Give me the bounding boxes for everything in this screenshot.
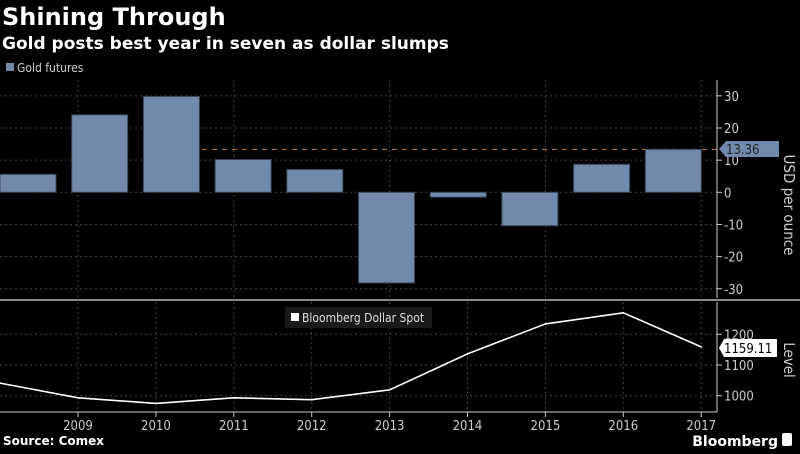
last-value-dollar: 1159.11 [724, 342, 772, 357]
legend-swatch-dollar [291, 313, 299, 321]
last-value-marker-gold: 13.36 [719, 141, 779, 158]
bar-2009 [71, 114, 129, 193]
y-tick-label: 10 [724, 154, 739, 169]
y-axis-title-bottom: Level [780, 342, 798, 378]
last-value-gold: 13.36 [726, 143, 759, 158]
last-value-marker-dollar: 1159.11 [719, 339, 777, 357]
bar-2017 [644, 148, 702, 193]
line-point-2017 [700, 346, 702, 348]
x-tick-label: 2011 [219, 419, 249, 434]
bar-2012 [286, 168, 344, 193]
bar-2014 [429, 191, 487, 198]
legend-dollar-spot: Bloomberg Dollar Spot [302, 311, 424, 325]
bar-2015 [501, 191, 559, 227]
legend-gold-futures: Gold futures [17, 61, 84, 75]
bloomberg-logo: Bloomberg [692, 434, 778, 450]
line-point-2015 [544, 323, 547, 325]
y-tick-label: 1100 [724, 359, 754, 374]
x-tick-label: 2017 [686, 419, 716, 434]
x-tick-label: 2015 [531, 419, 561, 434]
line-layer [0, 311, 702, 405]
y-tick-label: -10 [724, 218, 743, 233]
line-point-2011 [233, 397, 235, 399]
x-tick-label: 2009 [63, 419, 93, 434]
source-note: Source: Comex [3, 434, 104, 448]
line-point-2012 [310, 398, 313, 401]
x-tick-label: 2016 [608, 419, 638, 434]
y-tick-label: 20 [724, 122, 739, 137]
y-axis-title-top: USD per ounce [780, 155, 798, 256]
legend-swatch-gold [6, 63, 14, 71]
y-tick-label: -30 [724, 283, 743, 298]
bars [0, 95, 702, 284]
bar-2008 [0, 173, 57, 193]
bar-2013 [358, 191, 415, 284]
line-point-2014 [466, 353, 469, 355]
x-tick-label: 2014 [453, 419, 483, 434]
y-tick-label: 1000 [724, 390, 754, 405]
bar-2016 [573, 163, 631, 193]
chart-subtitle: Gold posts best year in seven as dollar … [2, 34, 449, 54]
line-point-2008 [0, 382, 1, 384]
line-point-2013 [388, 389, 391, 391]
y-tick-label: -20 [724, 251, 743, 266]
y-tick-label: 0 [724, 186, 731, 201]
chart-title: Shining Through [2, 3, 226, 31]
legend-bg-dollar [285, 307, 432, 328]
line-point-2010 [155, 402, 157, 405]
bloomberg-logo-icon [782, 433, 792, 446]
bar-2011 [214, 159, 272, 193]
y-tick-label: 30 [724, 90, 739, 105]
x-tick-label: 2010 [141, 419, 171, 434]
x-tick-label: 2013 [375, 419, 405, 434]
line-point-2016 [622, 312, 625, 314]
x-tick-label: 2012 [297, 419, 327, 434]
dollar-spot-line [0, 311, 702, 405]
line-point-2009 [77, 397, 79, 399]
bar-2010 [142, 95, 200, 193]
